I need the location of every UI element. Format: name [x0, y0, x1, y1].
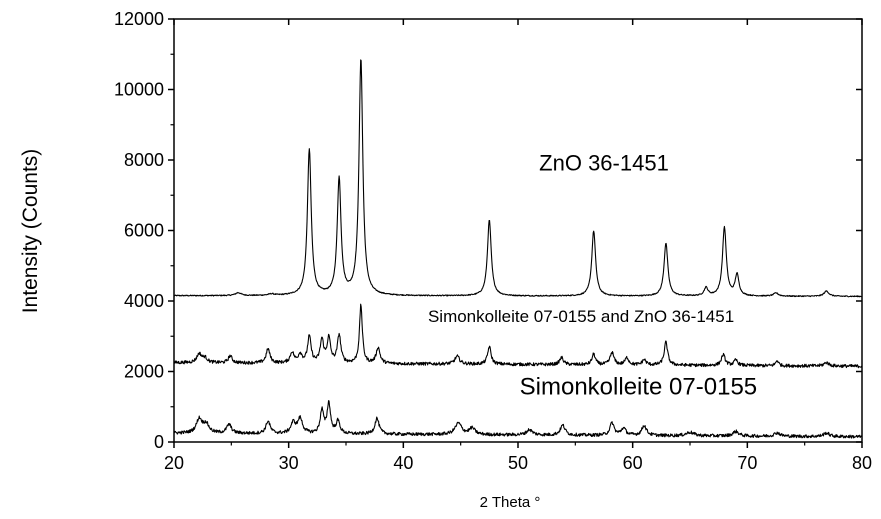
x-tick-label: 80	[852, 453, 872, 473]
x-tick-label: 70	[737, 453, 757, 473]
x-tick-label: 40	[393, 453, 413, 473]
annotations: ZnO 36-1451 Simonkolleite 07-0155 and ZnO…	[428, 151, 757, 401]
x-tick-label: 60	[623, 453, 643, 473]
y-tick-label: 2000	[124, 362, 164, 382]
y-tick-label: 0	[154, 432, 164, 452]
plot-axes: 20 30 40 50 60 70 80 0 2000 4000 6000 8000 10000 1200…	[114, 9, 872, 473]
series-line-1	[173, 59, 863, 298]
series-line-3	[173, 400, 863, 439]
series-lines	[173, 59, 863, 439]
annotation-label-1: ZnO 36-1451	[539, 151, 669, 176]
y-tick-label: 4000	[124, 291, 164, 311]
series-line-2	[173, 303, 863, 369]
y-tick-label: 6000	[124, 221, 164, 241]
x-tick-label: 30	[279, 453, 299, 473]
y-tick-label: 12000	[114, 9, 164, 29]
y-tick-label: 8000	[124, 150, 164, 170]
annotation-label-3: Simonkolleite 07-0155	[520, 373, 757, 400]
y-tick-label: 10000	[114, 80, 164, 100]
x-axis-title: 2 Theta °	[480, 494, 541, 511]
annotation-label-2: Simonkolleite 07-0155 and ZnO 36-1451	[428, 307, 734, 326]
x-tick-label: 20	[164, 453, 184, 473]
y-axis-title: Intensity (Counts)	[19, 149, 42, 314]
plot-frame	[173, 18, 863, 443]
x-tick-label: 50	[508, 453, 528, 473]
